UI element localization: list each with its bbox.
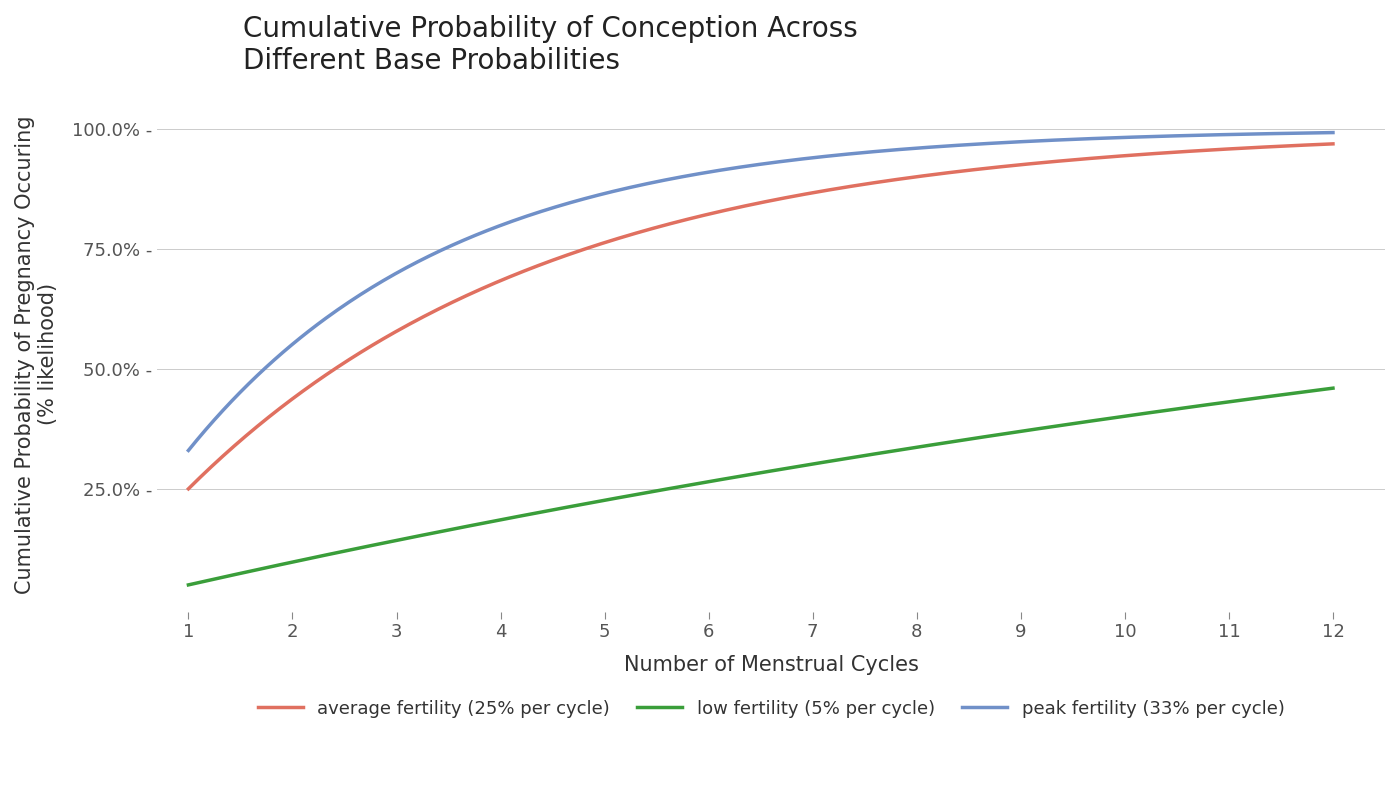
Legend: average fertility (25% per cycle), low fertility (5% per cycle), peak fertility : average fertility (25% per cycle), low f…	[251, 692, 1292, 726]
X-axis label: Number of Menstrual Cycles: Number of Menstrual Cycles	[623, 655, 918, 675]
Y-axis label: Cumulative Probability of Pregnancy Occuring
(% likelihood): Cumulative Probability of Pregnancy Occu…	[15, 115, 59, 594]
Text: Cumulative Probability of Conception Across
Different Base Probabilities: Cumulative Probability of Conception Acr…	[244, 15, 858, 75]
